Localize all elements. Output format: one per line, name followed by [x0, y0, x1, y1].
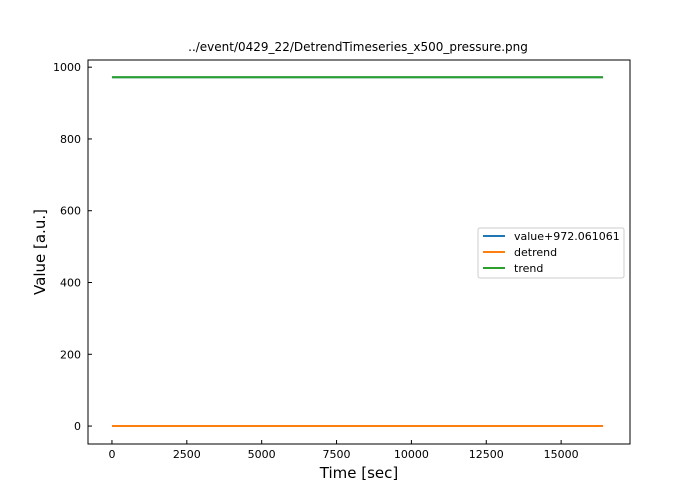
legend-label: value+972.061061 [514, 230, 620, 243]
series-layer [111, 76, 604, 428]
x-tick-label: 10000 [394, 448, 429, 461]
y-tick-label: 800 [60, 133, 81, 146]
x-axis-ticks: 0 2500 5000 7500 10000 12500 15000 [108, 440, 579, 461]
x-tick-label: 15000 [544, 448, 579, 461]
x-tick-label: 7500 [323, 448, 351, 461]
y-tick-label: 1000 [53, 61, 81, 74]
y-axis-label: Value [a.u.] [31, 209, 49, 295]
legend-label: detrend [514, 246, 557, 259]
x-tick-label: 0 [108, 448, 115, 461]
y-tick-label: 200 [60, 348, 81, 361]
x-tick-label: 12500 [469, 448, 504, 461]
chart-title: ../event/0429_22/DetrendTimeseries_x500_… [188, 40, 528, 54]
legend-label: trend [514, 262, 543, 275]
x-tick-label: 5000 [248, 448, 276, 461]
y-tick-label: 600 [60, 205, 81, 218]
y-tick-label: 400 [60, 277, 81, 290]
y-tick-label: 0 [74, 420, 81, 433]
x-axis-label: Time [sec] [319, 464, 398, 482]
legend: value+972.061061 detrend trend [477, 227, 625, 279]
plot-area [87, 59, 631, 445]
y-axis-ticks: 0 200 400 600 800 1000 [53, 61, 92, 433]
x-tick-label: 2500 [173, 448, 201, 461]
legend-box [477, 227, 625, 279]
legend-entries: value+972.061061 detrend trend [483, 230, 620, 275]
